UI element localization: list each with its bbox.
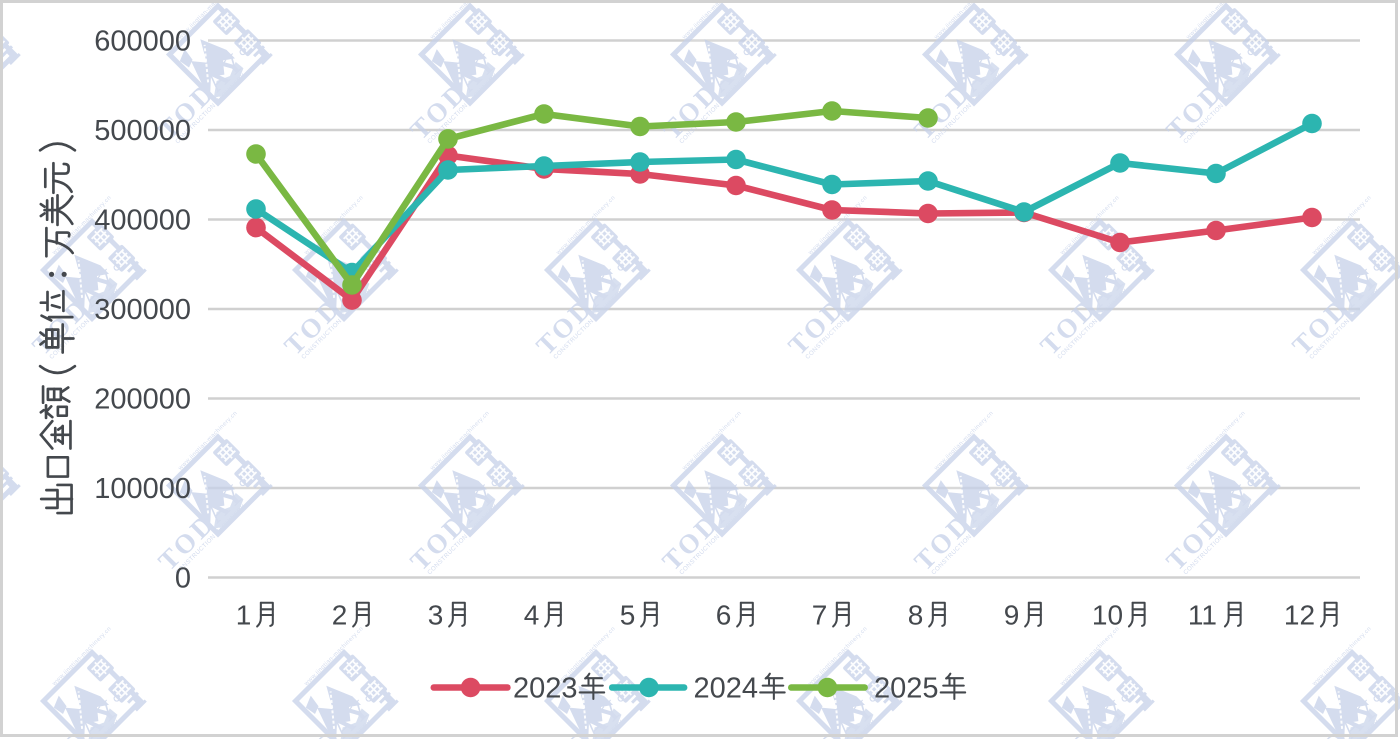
svg-text:0: 0 — [175, 563, 191, 595]
svg-text:300000: 300000 — [94, 294, 191, 326]
svg-text:2024: 2024 — [694, 673, 759, 705]
svg-text:11: 11 — [1188, 600, 1217, 631]
svg-text:100000: 100000 — [94, 473, 191, 505]
svg-text:3: 3 — [428, 600, 444, 631]
svg-text:9: 9 — [1004, 600, 1020, 631]
svg-text:500000: 500000 — [94, 115, 191, 147]
svg-text:8: 8 — [908, 600, 924, 631]
svg-text:10: 10 — [1092, 600, 1123, 631]
svg-text:12: 12 — [1284, 600, 1315, 631]
svg-text:400000: 400000 — [94, 205, 191, 237]
svg-text:1: 1 — [236, 600, 252, 631]
svg-text:4: 4 — [524, 600, 540, 631]
svg-text:6: 6 — [716, 600, 732, 631]
svg-text:2025: 2025 — [874, 673, 939, 705]
svg-text:5: 5 — [620, 600, 636, 631]
svg-text:2023: 2023 — [513, 673, 578, 705]
svg-text:600000: 600000 — [94, 26, 191, 58]
svg-text:200000: 200000 — [94, 384, 191, 416]
svg-text:2: 2 — [332, 600, 348, 631]
svg-text:7: 7 — [812, 600, 828, 631]
